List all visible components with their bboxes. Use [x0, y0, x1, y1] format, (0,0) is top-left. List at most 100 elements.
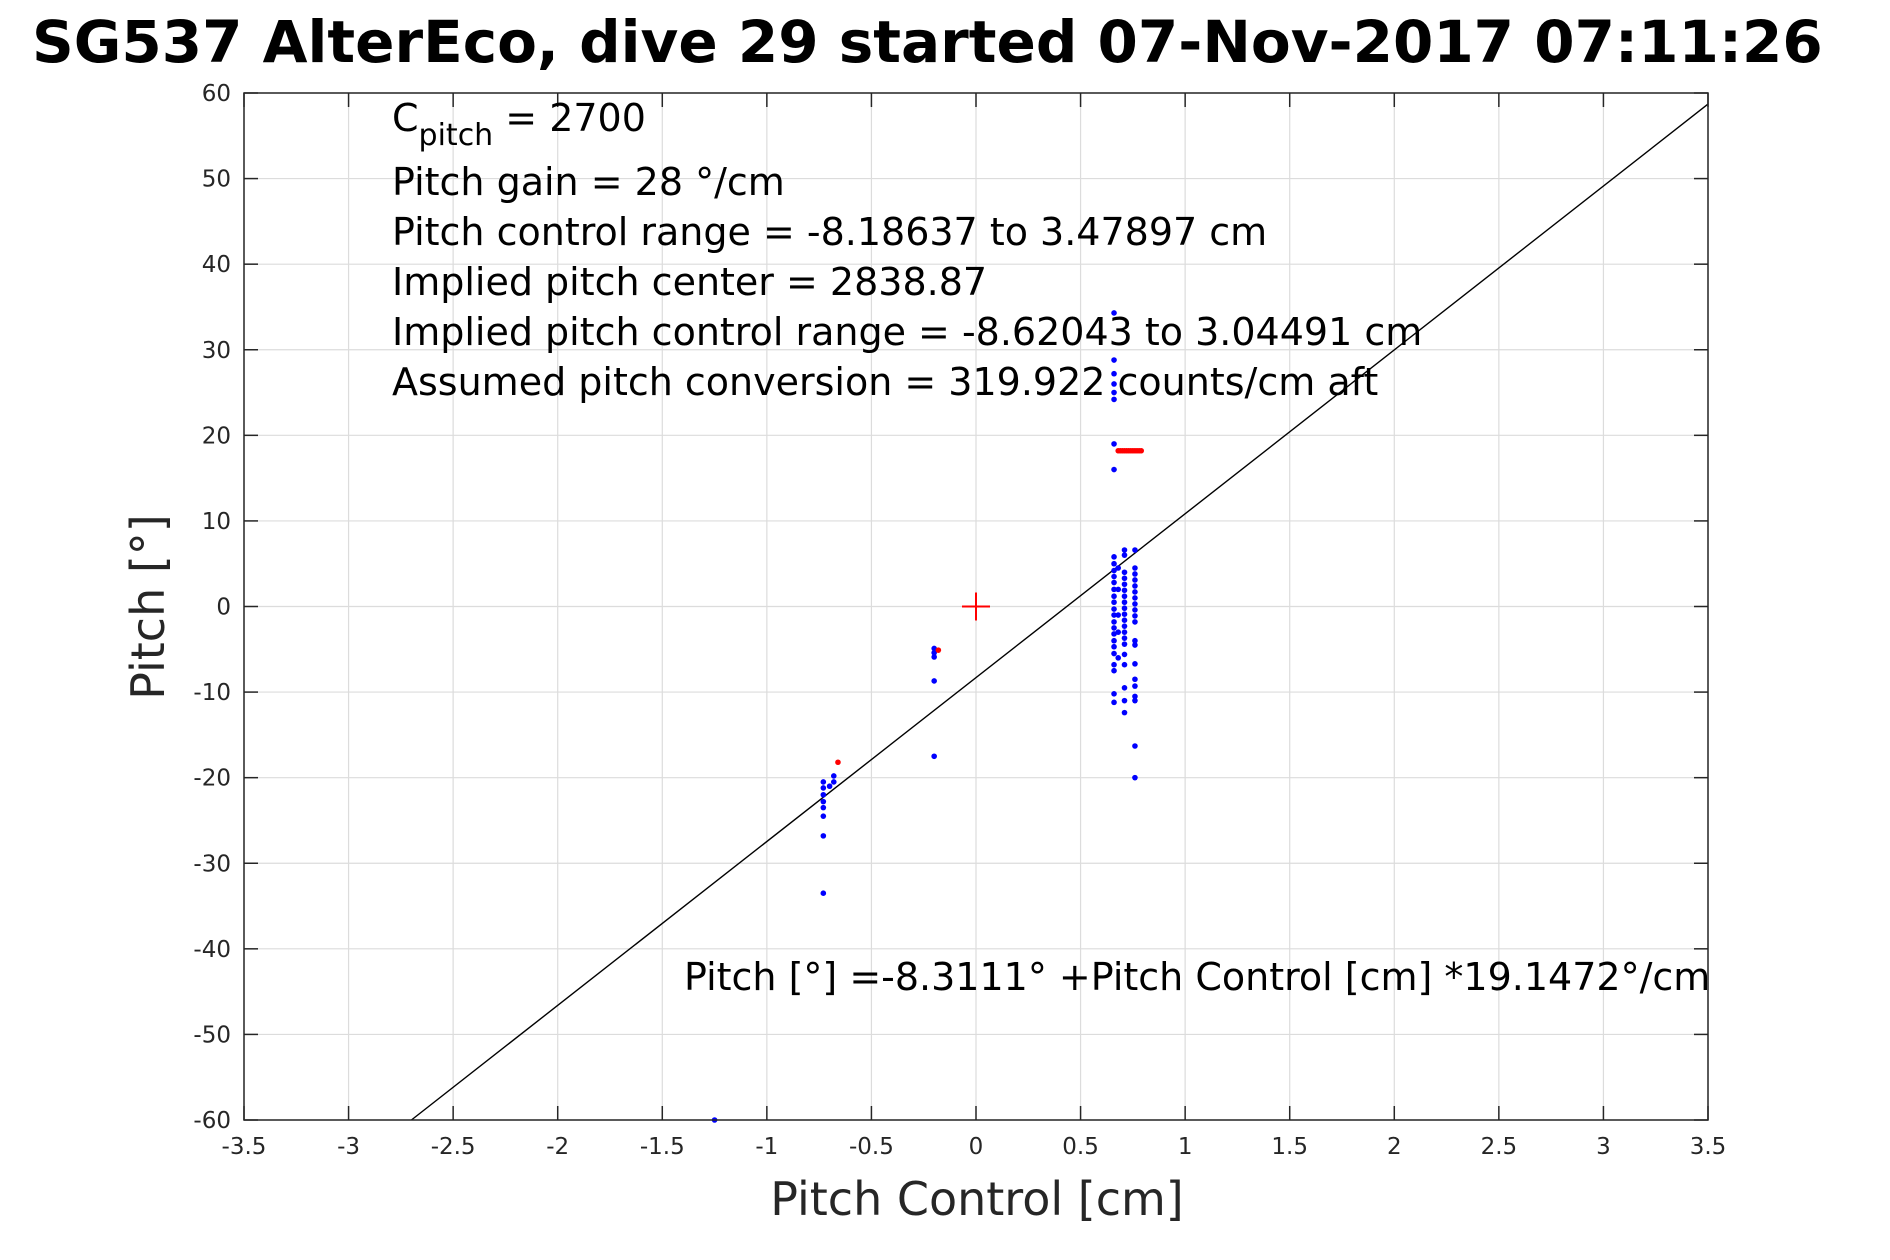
scatter-point	[1111, 396, 1117, 403]
x-tick-label: 1.5	[1271, 1134, 1308, 1160]
scatter-point	[1111, 441, 1117, 447]
y-tick-label: 20	[202, 423, 231, 449]
scatter-point	[1132, 613, 1138, 619]
scatter-point	[1121, 635, 1128, 641]
scatter-point	[820, 890, 827, 897]
scatter-point	[1121, 623, 1128, 629]
scatter-point	[1138, 447, 1145, 454]
scatter-point	[1111, 661, 1117, 668]
y-tick-label: -30	[193, 851, 231, 877]
scatter-point	[1121, 587, 1128, 594]
scatter-point	[1111, 370, 1117, 377]
scatter-point	[1121, 611, 1128, 618]
scatter-point	[935, 647, 942, 653]
annotation-implied-range: Implied pitch control range = -8.62043 t…	[392, 310, 1422, 354]
scatter-point	[931, 753, 937, 760]
scatter-point	[1121, 605, 1128, 612]
annotation-fit-equation: Pitch [°] =-8.3111° +Pitch Control [cm] …	[684, 955, 1710, 999]
annotation-c-pitch-sub: pitch	[419, 118, 494, 153]
scatter-point	[1121, 575, 1128, 582]
x-tick-label: 0	[969, 1134, 984, 1160]
scatter-point	[1111, 586, 1117, 593]
grid	[243, 92, 1709, 1121]
scatter-point	[1115, 629, 1122, 635]
scatter-point	[1132, 774, 1138, 781]
scatter-point	[1111, 612, 1117, 618]
x-tick-label: 0.5	[1062, 1134, 1099, 1160]
scatter-point	[1132, 693, 1138, 700]
x-tick-label: -1	[755, 1134, 778, 1160]
annotation-c-pitch: Cpitch = 2700	[392, 96, 646, 153]
scatter-point	[1132, 565, 1138, 571]
scatter-point	[1121, 651, 1128, 658]
y-tick-label: 50	[202, 167, 231, 193]
scatter-point	[1111, 599, 1117, 606]
annotation-pitch-control-range: Pitch control range = -8.18637 to 3.4789…	[392, 210, 1267, 254]
scatter-point	[820, 779, 827, 785]
x-tick-label: -0.5	[849, 1134, 894, 1160]
y-tick-label: -20	[193, 766, 231, 792]
scatter-point	[826, 783, 833, 790]
y-tick-label: 10	[202, 509, 231, 535]
scatter-point	[830, 779, 837, 785]
y-tick-label: -40	[193, 937, 231, 963]
scatter-point	[931, 678, 937, 684]
scatter-point	[1111, 560, 1117, 567]
scatter-point	[1132, 619, 1138, 625]
scatter-point	[1121, 552, 1128, 558]
scatter-point	[1115, 565, 1122, 571]
x-axis-label: Pitch Control [cm]	[770, 1172, 1184, 1226]
x-tick-label: -2.5	[431, 1134, 476, 1160]
scatter-point	[1121, 547, 1128, 553]
scatter-point	[1132, 642, 1138, 648]
scatter-point	[1111, 389, 1117, 396]
scatter-point	[931, 654, 937, 660]
scatter-point	[820, 791, 827, 798]
axis-ticks: -3.5 -3 -2.5 -2 -1.5 -1 -0.5 0 0.5 1 1.5 2 2.5 3 3.5 -6…	[193, 81, 1726, 1160]
scatter-point	[1121, 617, 1128, 623]
scatter-point	[1132, 571, 1138, 577]
scatter-point	[1115, 586, 1122, 593]
scatter-point	[1121, 641, 1128, 647]
scatter-point	[1132, 601, 1138, 607]
scatter-point	[1111, 606, 1117, 612]
x-tick-label: -3	[337, 1134, 360, 1160]
scatter-point	[820, 785, 827, 791]
scatter-point	[1132, 676, 1138, 683]
scatter-point	[1132, 589, 1138, 595]
scatter-points	[711, 310, 1145, 1123]
scatter-point	[1132, 743, 1138, 749]
scatter-point	[830, 773, 837, 779]
scatter-point	[1121, 569, 1128, 576]
scatter-point	[1121, 709, 1128, 716]
scatter-point	[1121, 685, 1128, 691]
scatter-point	[1132, 595, 1138, 601]
y-tick-label: 40	[202, 252, 231, 278]
y-tick-label: 0	[216, 595, 231, 621]
annotation-c-pitch-main: C	[392, 96, 419, 140]
x-tick-label: 2.5	[1481, 1134, 1518, 1160]
scatter-point	[1111, 579, 1117, 586]
scatter-point	[1111, 625, 1117, 631]
scatter-point	[931, 645, 937, 652]
scatter-point	[1132, 661, 1138, 667]
scatter-point	[1111, 631, 1117, 637]
annotation-assumed-conversion: Assumed pitch conversion = 319.922 count…	[392, 360, 1378, 404]
scatter-point	[1132, 637, 1138, 644]
x-tick-label: -3.5	[222, 1134, 267, 1160]
x-tick-label: 1	[1178, 1134, 1193, 1160]
scatter-point	[1111, 643, 1117, 650]
scatter-point	[1121, 581, 1128, 588]
scatter-point	[1132, 577, 1138, 583]
fit-line	[410, 103, 1709, 1121]
scatter-point	[1115, 612, 1122, 618]
y-tick-label: 30	[202, 338, 231, 364]
scatter-point	[1132, 583, 1138, 589]
annotation-implied-center: Implied pitch center = 2838.87	[392, 260, 987, 304]
y-tick-label: 60	[202, 81, 231, 107]
scatter-point	[1111, 593, 1117, 600]
scatter-point	[1132, 697, 1138, 704]
fit-line-group	[410, 103, 1709, 1121]
scatter-point	[1111, 690, 1117, 697]
